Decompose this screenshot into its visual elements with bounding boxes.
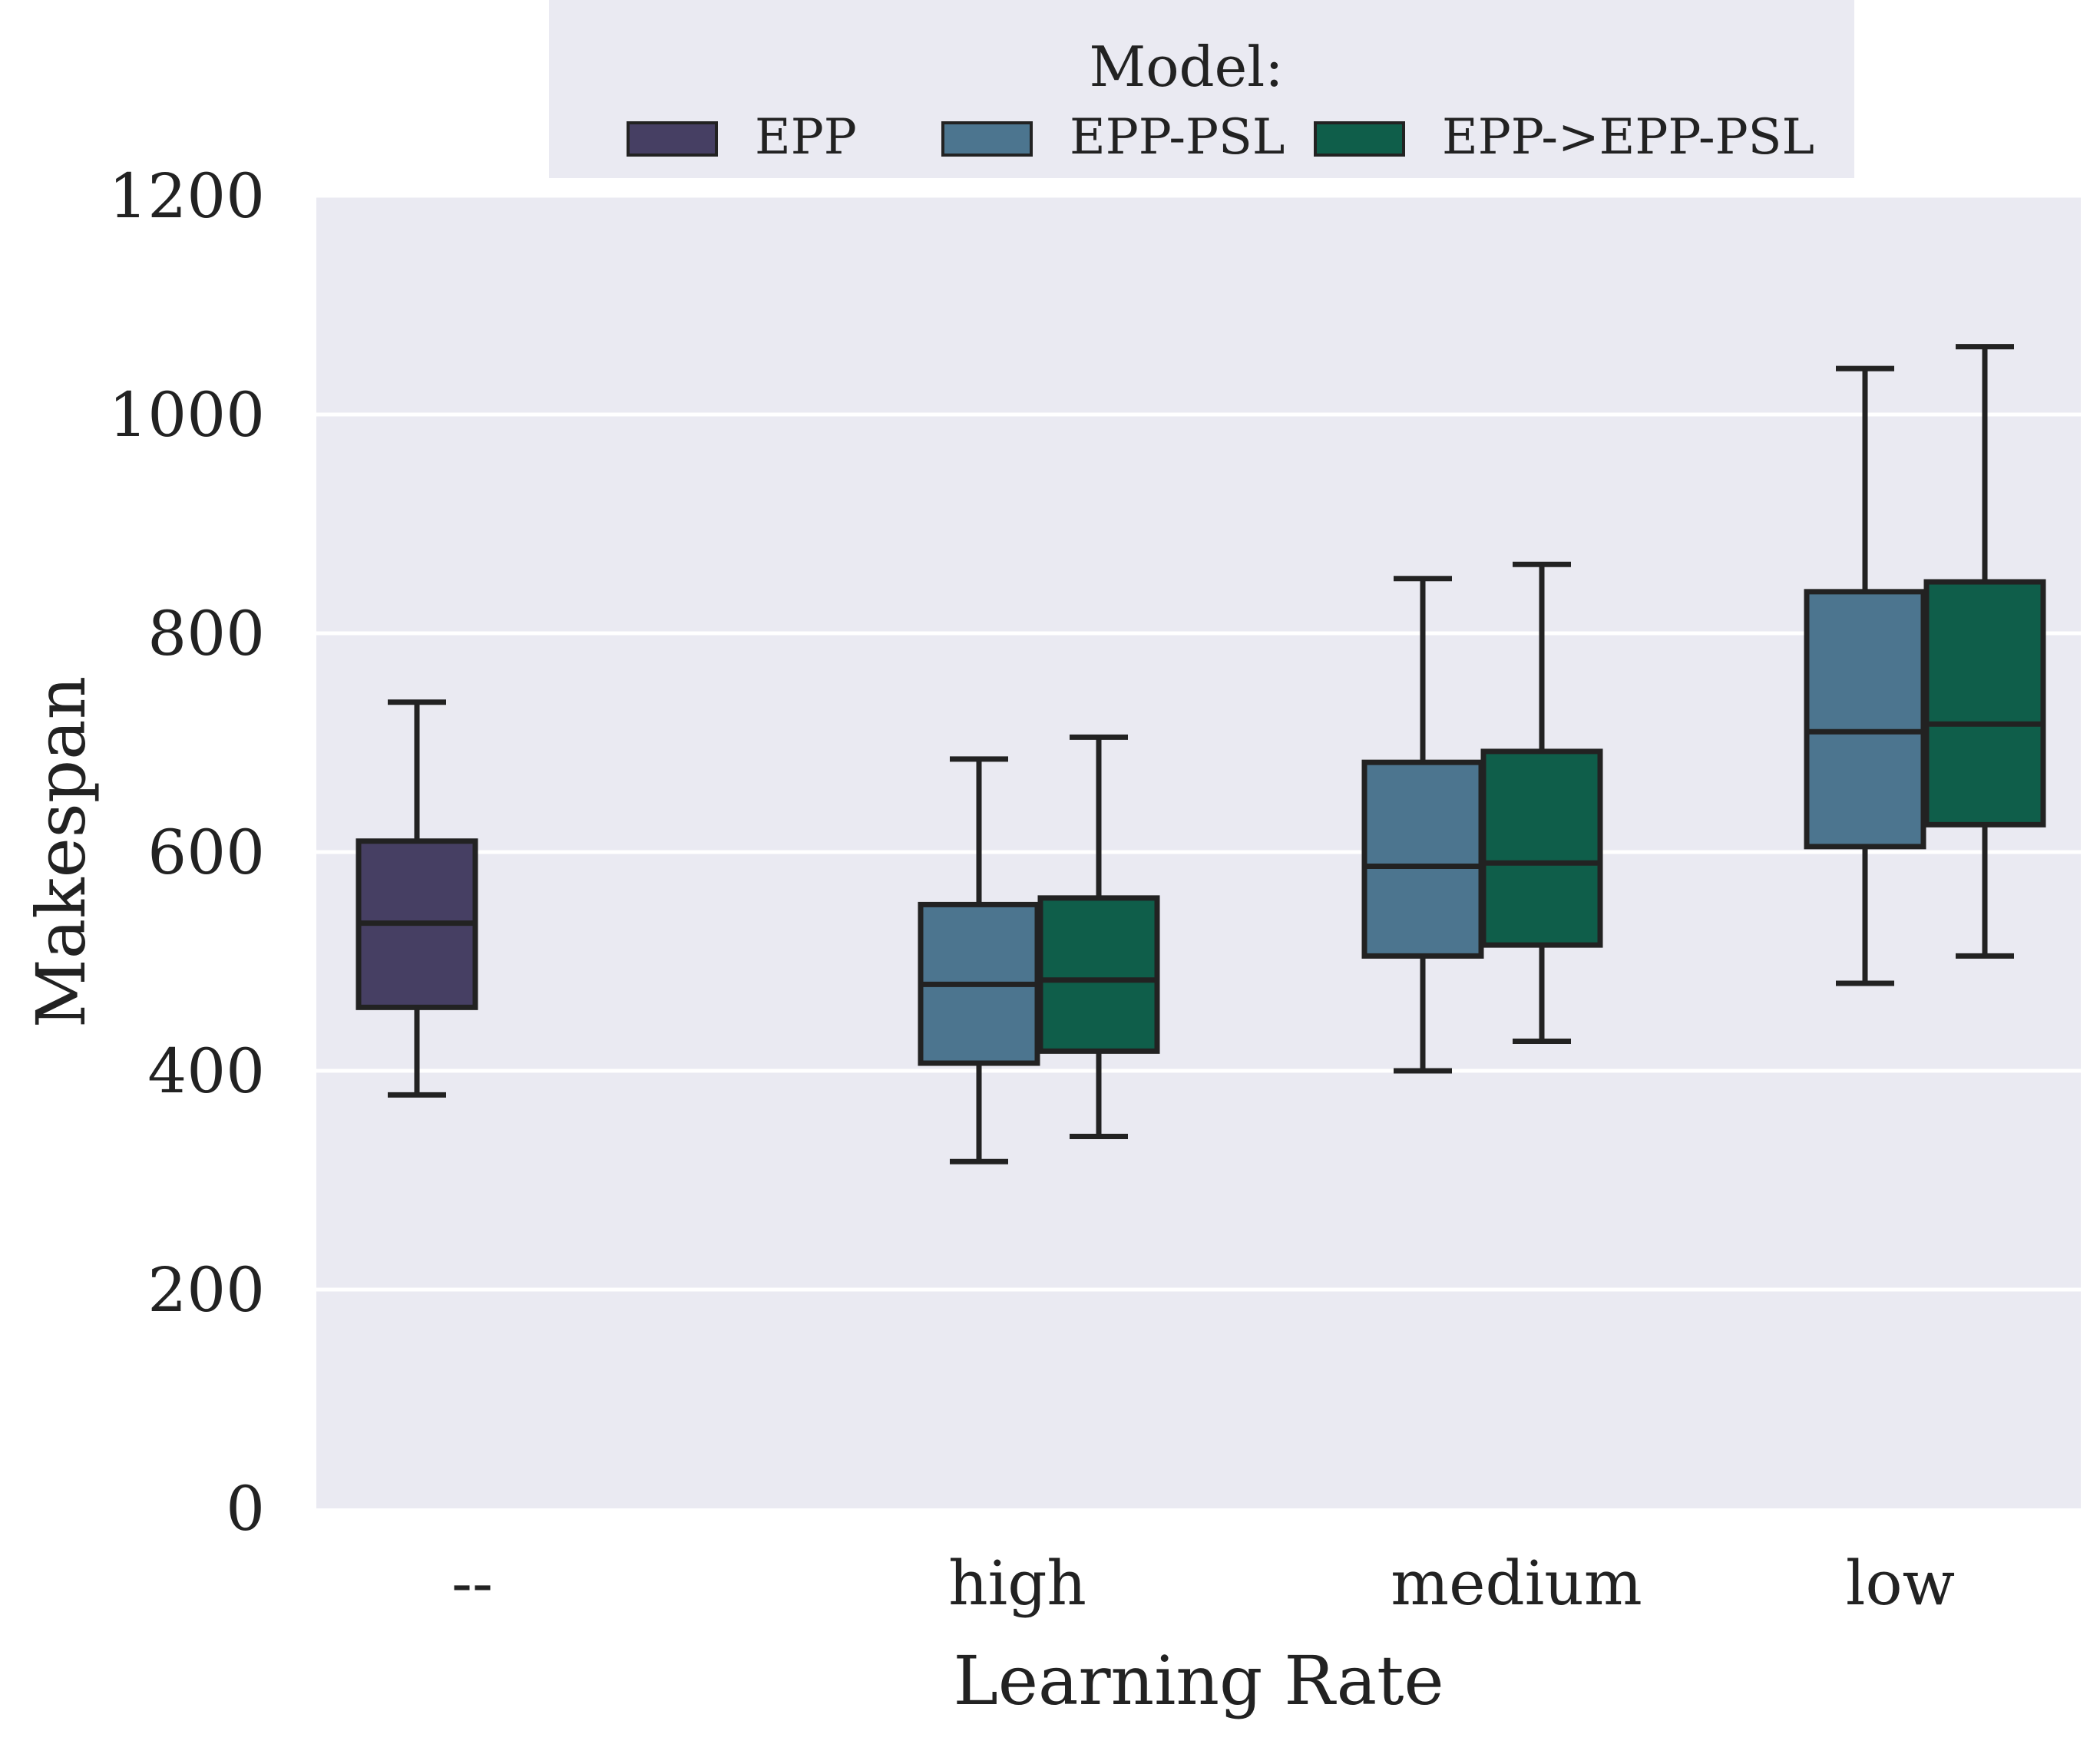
legend-label: EPP->EPP-PSL	[1442, 109, 1814, 166]
legend: Model: EPP EPP-PSL EPP->EPP-PSL	[549, 0, 1854, 178]
iqr-box	[1037, 895, 1160, 1054]
y-tick-label: 0	[226, 1473, 265, 1544]
x-axis-title: Learning Rate	[953, 1641, 1444, 1720]
x-axis-ticks: -- high medium low	[451, 1548, 1955, 1619]
legend-title: Model:	[1089, 35, 1283, 99]
box-epp-epp-psl-high	[1037, 734, 1160, 1139]
x-tick-label: medium	[1391, 1548, 1642, 1619]
legend-swatch	[941, 121, 1033, 157]
legend-frame	[549, 0, 1854, 178]
x-tick-label: --	[451, 1548, 493, 1619]
legend-entry: EPP	[627, 109, 857, 166]
legend-swatch	[627, 121, 718, 157]
iqr-box	[1804, 589, 1926, 850]
y-axis-title: Makespan	[21, 676, 101, 1029]
legend-swatch	[1314, 121, 1405, 157]
x-tick-label: low	[1846, 1548, 1955, 1619]
legend-label: EPP-PSL	[1070, 109, 1285, 166]
iqr-box	[1480, 748, 1603, 948]
y-axis-ticks: 0 200 400 600 800 1000 1200	[108, 160, 265, 1544]
y-tick-label: 1000	[108, 379, 265, 451]
y-tick-label: 400	[147, 1036, 265, 1107]
y-tick-label: 600	[147, 817, 265, 888]
legend-entry: EPP-PSL	[941, 109, 1285, 166]
y-tick-label: 200	[147, 1254, 265, 1326]
x-tick-label: high	[948, 1548, 1086, 1619]
legend-entry: EPP->EPP-PSL	[1314, 109, 1814, 166]
gridlines	[316, 193, 2081, 1292]
box-epp-epp-psl-low	[1923, 344, 2046, 959]
box-epp-	[356, 699, 478, 1098]
legend-label: EPP	[755, 109, 857, 166]
legend-entries: EPP EPP-PSL EPP->EPP-PSL	[627, 109, 1814, 166]
box-epp-epp-psl-medium	[1480, 561, 1603, 1045]
box-epp-psl-low	[1804, 365, 1926, 986]
y-tick-label: 800	[147, 598, 265, 669]
boxes	[356, 344, 2046, 1164]
y-tick-label: 1200	[108, 160, 265, 232]
box-epp-psl-high	[918, 756, 1040, 1164]
box-epp-psl-medium	[1361, 576, 1484, 1074]
iqr-box	[1361, 759, 1484, 959]
iqr-box	[1923, 579, 2046, 827]
